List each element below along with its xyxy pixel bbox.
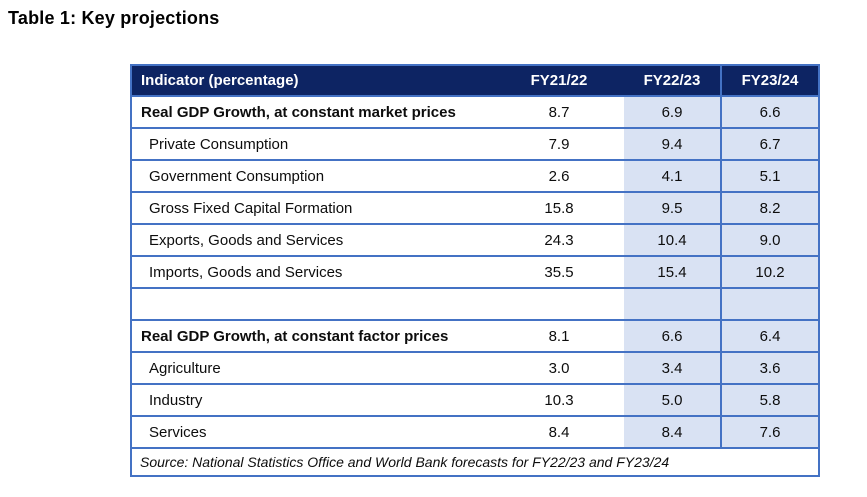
value-cell: 10.4	[624, 223, 721, 256]
table-row: Imports, Goods and Services 35.5 15.4 10…	[131, 255, 819, 288]
value-cell: 8.7	[494, 95, 624, 128]
value-cell: 3.4	[624, 351, 721, 384]
value-cell: 6.4	[720, 319, 819, 352]
indicator-cell: Imports, Goods and Services	[131, 255, 494, 288]
indicator-cell: Government Consumption	[131, 159, 494, 192]
value-cell: 4.1	[624, 159, 721, 192]
value-cell: 9.4	[624, 127, 721, 160]
value-cell: 24.3	[494, 223, 624, 256]
value-cell: 7.9	[494, 127, 624, 160]
value-cell	[494, 287, 624, 320]
indicator-cell: Private Consumption	[131, 127, 494, 160]
indicator-cell: Exports, Goods and Services	[131, 223, 494, 256]
indicator-cell: Industry	[131, 383, 494, 416]
value-cell: 5.0	[624, 383, 721, 416]
value-cell: 7.6	[720, 415, 819, 448]
table-row: Agriculture 3.0 3.4 3.6	[131, 351, 819, 384]
value-cell: 15.4	[624, 255, 721, 288]
value-cell: 3.6	[720, 351, 819, 384]
table-row: Private Consumption 7.9 9.4 6.7	[131, 127, 819, 160]
indicator-cell: Agriculture	[131, 351, 494, 384]
value-cell: 6.7	[720, 127, 819, 160]
value-cell: 10.3	[494, 383, 624, 416]
value-cell: 6.6	[720, 95, 819, 128]
source-note: Source: National Statistics Office and W…	[131, 447, 819, 476]
source-row: Source: National Statistics Office and W…	[131, 447, 819, 476]
value-cell: 9.0	[720, 223, 819, 256]
value-cell	[720, 287, 819, 320]
value-cell: 8.1	[494, 319, 624, 352]
indicator-cell: Services	[131, 415, 494, 448]
indicator-cell: Gross Fixed Capital Formation	[131, 191, 494, 224]
table-row: Services 8.4 8.4 7.6	[131, 415, 819, 448]
col-header-fy22-23: FY22/23	[624, 65, 721, 97]
table-row: Real GDP Growth, at constant market pric…	[131, 95, 819, 128]
table-row: Gross Fixed Capital Formation 15.8 9.5 8…	[131, 191, 819, 224]
value-cell	[624, 287, 721, 320]
table-row: Exports, Goods and Services 24.3 10.4 9.…	[131, 223, 819, 256]
value-cell: 6.9	[624, 95, 721, 128]
table-row: Government Consumption 2.6 4.1 5.1	[131, 159, 819, 192]
table-row: Real GDP Growth, at constant factor pric…	[131, 319, 819, 352]
value-cell: 6.6	[624, 319, 721, 352]
value-cell: 5.8	[720, 383, 819, 416]
value-cell: 2.6	[494, 159, 624, 192]
col-header-indicator: Indicator (percentage)	[131, 65, 494, 97]
value-cell: 8.2	[720, 191, 819, 224]
indicator-cell: Real GDP Growth, at constant market pric…	[131, 95, 494, 128]
projections-table: Indicator (percentage) FY21/22 FY22/23 F…	[130, 64, 820, 477]
table-row: Industry 10.3 5.0 5.8	[131, 383, 819, 416]
spacer-row	[131, 287, 819, 320]
value-cell: 10.2	[720, 255, 819, 288]
value-cell: 35.5	[494, 255, 624, 288]
page-title: Table 1: Key projections	[8, 8, 220, 28]
value-cell: 8.4	[494, 415, 624, 448]
value-cell: 8.4	[624, 415, 721, 448]
value-cell: 15.8	[494, 191, 624, 224]
col-header-fy23-24: FY23/24	[720, 65, 819, 97]
header-row: Indicator (percentage) FY21/22 FY22/23 F…	[131, 65, 819, 97]
value-cell: 5.1	[720, 159, 819, 192]
value-cell: 9.5	[624, 191, 721, 224]
indicator-cell: Real GDP Growth, at constant factor pric…	[131, 319, 494, 352]
value-cell: 3.0	[494, 351, 624, 384]
indicator-cell	[131, 287, 494, 320]
col-header-fy21-22: FY21/22	[494, 65, 624, 97]
